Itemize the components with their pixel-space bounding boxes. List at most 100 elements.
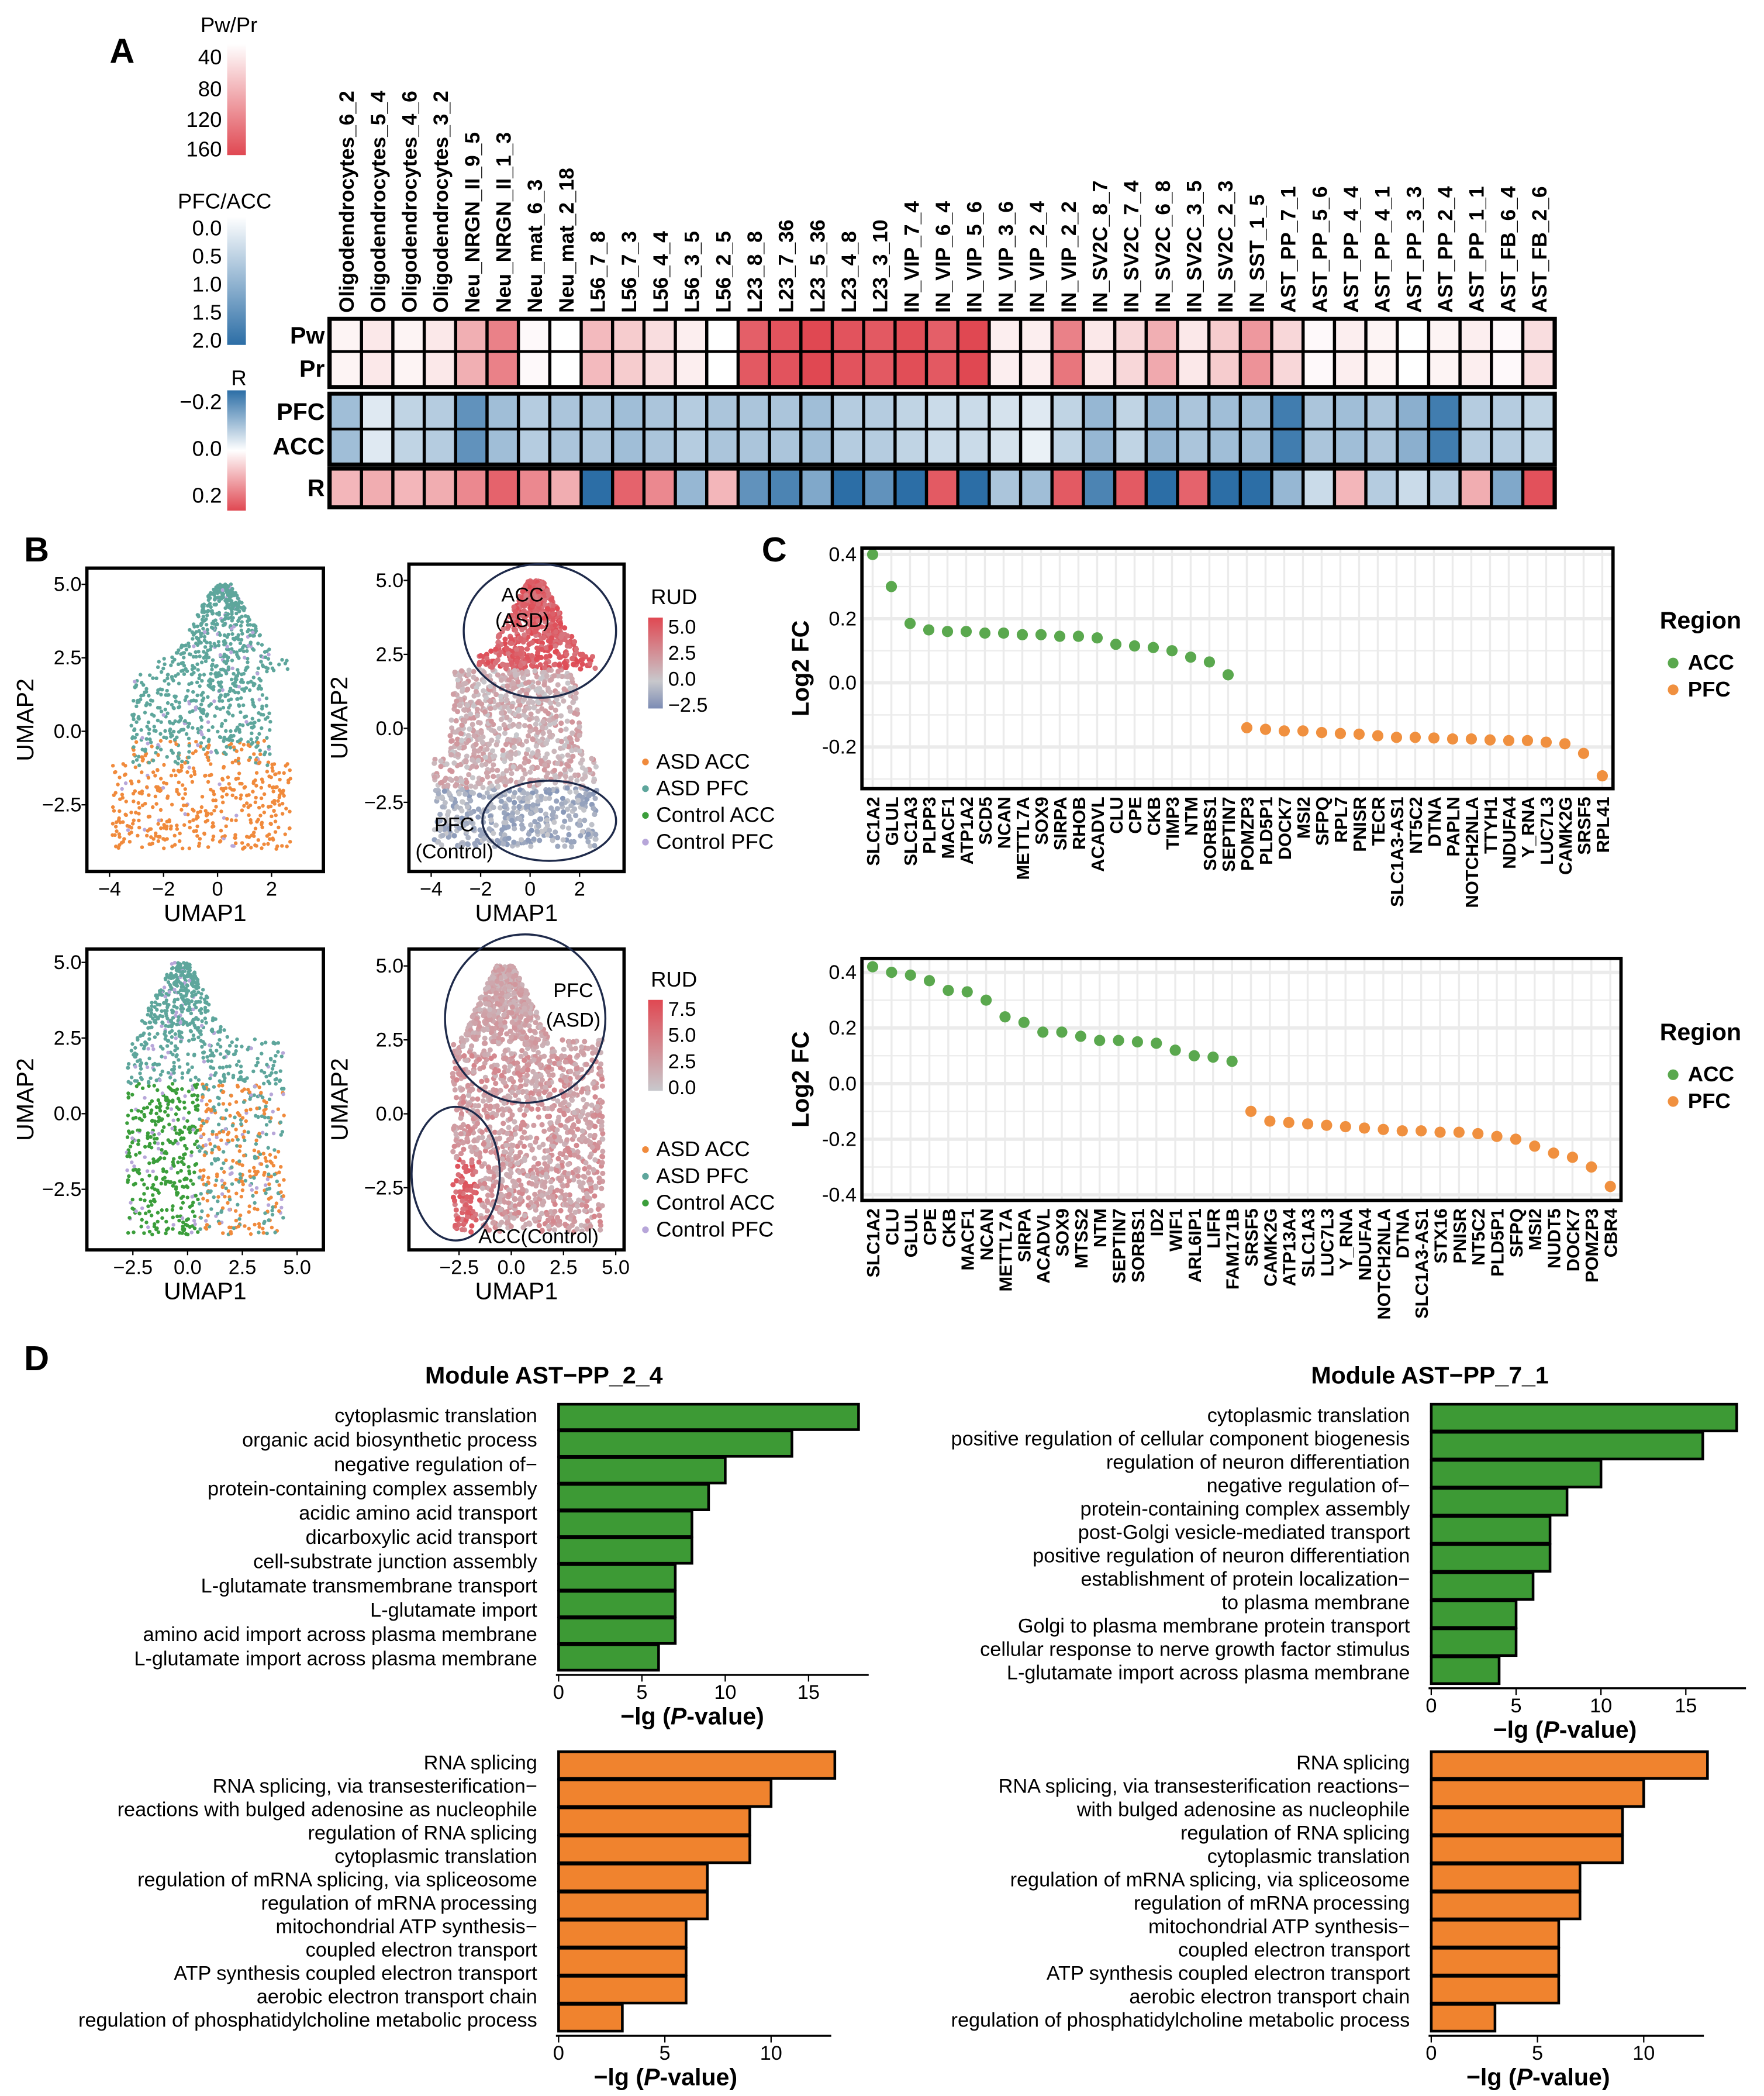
heatmap-cell [802,430,831,463]
umap-point [577,822,582,828]
umap-point [498,776,504,782]
umap-point [194,749,198,753]
umap-point [541,635,547,640]
umap-point [179,1039,183,1044]
umap-point [527,811,533,816]
umap-point [474,706,480,712]
umap-point [161,786,165,790]
heatmap-cell [457,430,486,463]
umap-point [590,791,596,797]
umap-point [191,1007,195,1012]
umap-point [140,1206,144,1211]
umap-point [491,830,496,836]
umap-point [142,1183,146,1187]
umap-point [575,797,581,804]
umap-point [479,830,485,836]
umap-point [562,843,568,849]
umap-point [551,767,558,773]
umap-point [160,1054,164,1059]
umap-point [158,992,163,997]
umap-point [470,757,475,763]
umap-point [461,681,467,687]
umap-point [191,766,196,770]
umap-point [198,1168,202,1173]
umap-point [516,698,522,704]
umap-point [134,1153,138,1157]
umap-point [153,1035,157,1039]
umap-point [533,624,539,630]
umap-point [156,665,160,670]
umap-point [219,680,223,684]
umap-point [212,1085,216,1089]
umap-point [208,641,212,645]
umap-point [270,1067,275,1071]
umap-point [192,1023,196,1028]
umap-point [551,602,557,609]
umap-point [526,679,531,685]
umap-point [461,744,467,750]
umap-point [288,809,292,813]
umap-point [448,717,454,723]
umap-point [238,1070,242,1075]
umap-point [213,714,217,718]
umap-point [558,713,564,719]
umap-point [181,1156,185,1160]
umap-point [195,834,199,838]
umap-point [234,622,239,627]
umap-point [220,699,225,703]
heatmap-cell [1493,320,1521,350]
umap-point [275,844,279,849]
umap-point [151,1169,155,1174]
heatmap-cell [1242,320,1271,350]
umap-point [503,768,510,774]
umap-point [243,656,247,660]
umap-point [172,1088,176,1093]
umap-point [140,803,145,808]
x-tick-label: −2 [470,878,492,900]
umap-point [191,1209,195,1214]
umap-point [517,815,523,821]
umap-point [211,688,216,692]
umap-point [203,1016,208,1021]
umap-point [285,659,289,663]
umap-point [139,1067,143,1071]
legend-tick: 0.5 [192,244,222,268]
heatmap-cell [771,430,800,463]
umap-point [143,711,147,715]
umap-point [253,800,257,805]
umap-point [562,767,568,773]
umap-point [180,1216,185,1221]
umap-point [127,832,132,836]
x-tick-label: 5.0 [283,1256,311,1278]
umap-point [225,601,229,605]
umap-point [577,732,582,738]
umap-point [274,1070,278,1075]
umap-point [498,798,504,804]
umap-point [198,1149,202,1153]
umap-point [474,685,479,691]
umap-point [196,650,201,654]
umap-point [172,833,177,838]
umap-point [192,625,196,629]
heatmap-cell [551,320,580,350]
umap-point [208,1142,212,1146]
umap-point [570,699,576,705]
umap-point [540,719,546,725]
umap-point [194,1016,198,1020]
umap-point [561,698,567,704]
umap-point [147,1084,151,1088]
rud-legend-tick: 5.0 [668,616,696,638]
umap-point [149,827,153,831]
heatmap-cell [1085,395,1113,428]
heatmap-cell [1367,320,1396,350]
umap-point [150,1130,154,1135]
legend-bar-pwpr [227,44,246,156]
umap-point [478,653,484,659]
umap-point [531,705,537,711]
umap-point [230,1182,234,1186]
umap-point [145,1186,150,1190]
umap-point [221,1231,225,1235]
umap-point [269,775,273,780]
umap-point [232,733,236,738]
